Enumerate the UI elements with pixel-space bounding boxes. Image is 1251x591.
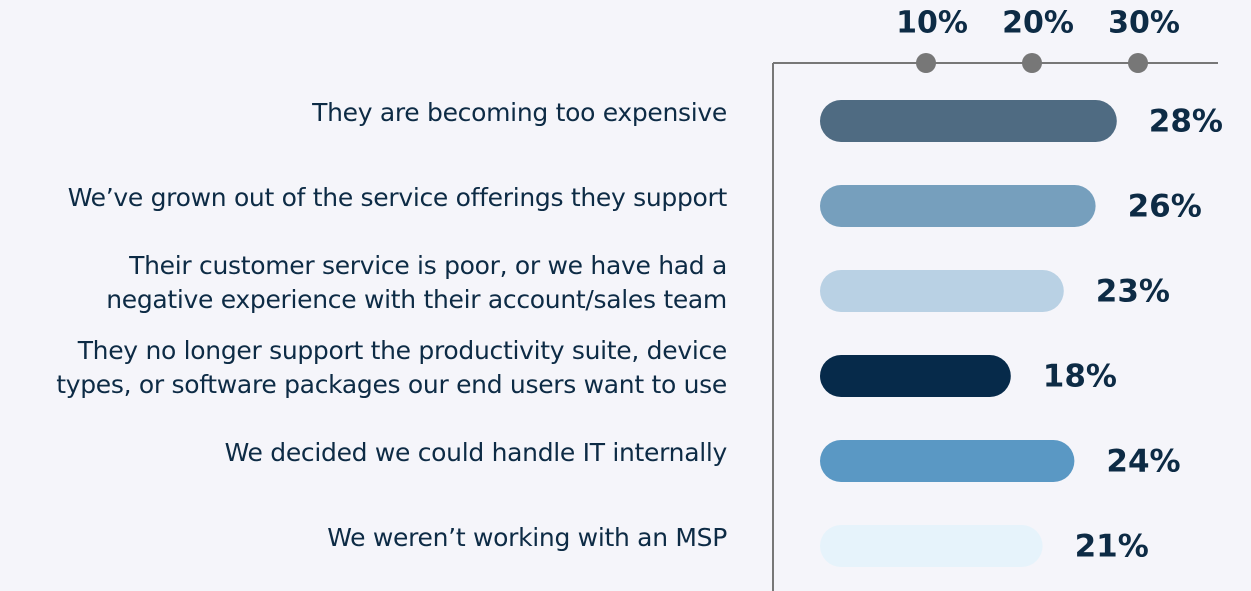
value-label: 24% xyxy=(1106,444,1180,480)
bar xyxy=(820,185,1096,227)
bar xyxy=(820,525,1043,567)
tick-mark xyxy=(1128,53,1148,73)
category-label: We’ve grown out of the service offerings… xyxy=(67,183,728,212)
value-label: 18% xyxy=(1043,359,1117,395)
value-label: 23% xyxy=(1096,274,1170,310)
x-tick-label: 10% xyxy=(896,6,968,41)
value-label: 28% xyxy=(1149,104,1223,140)
tick-mark xyxy=(916,53,936,73)
category-label: We decided we could handle IT internally xyxy=(224,438,728,467)
bar xyxy=(820,440,1075,482)
category-label: We weren’t working with an MSP xyxy=(327,523,727,552)
bar xyxy=(820,100,1117,142)
tick-mark xyxy=(1022,53,1042,73)
value-label: 21% xyxy=(1075,529,1149,565)
x-tick-label: 30% xyxy=(1108,6,1180,41)
bar xyxy=(820,355,1011,397)
category-label: Their customer service is poor, or we ha… xyxy=(106,251,727,314)
x-tick-label: 20% xyxy=(1002,6,1074,41)
bar xyxy=(820,270,1064,312)
category-label: They are becoming too expensive xyxy=(312,98,727,127)
value-label: 26% xyxy=(1128,189,1202,225)
category-label: They no longer support the productivity … xyxy=(56,336,727,399)
